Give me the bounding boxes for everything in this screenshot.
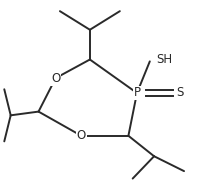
Text: SH: SH [156,53,172,66]
Text: O: O [77,129,86,142]
Text: S: S [176,86,183,100]
Text: P: P [134,86,140,100]
Text: O: O [51,72,60,85]
